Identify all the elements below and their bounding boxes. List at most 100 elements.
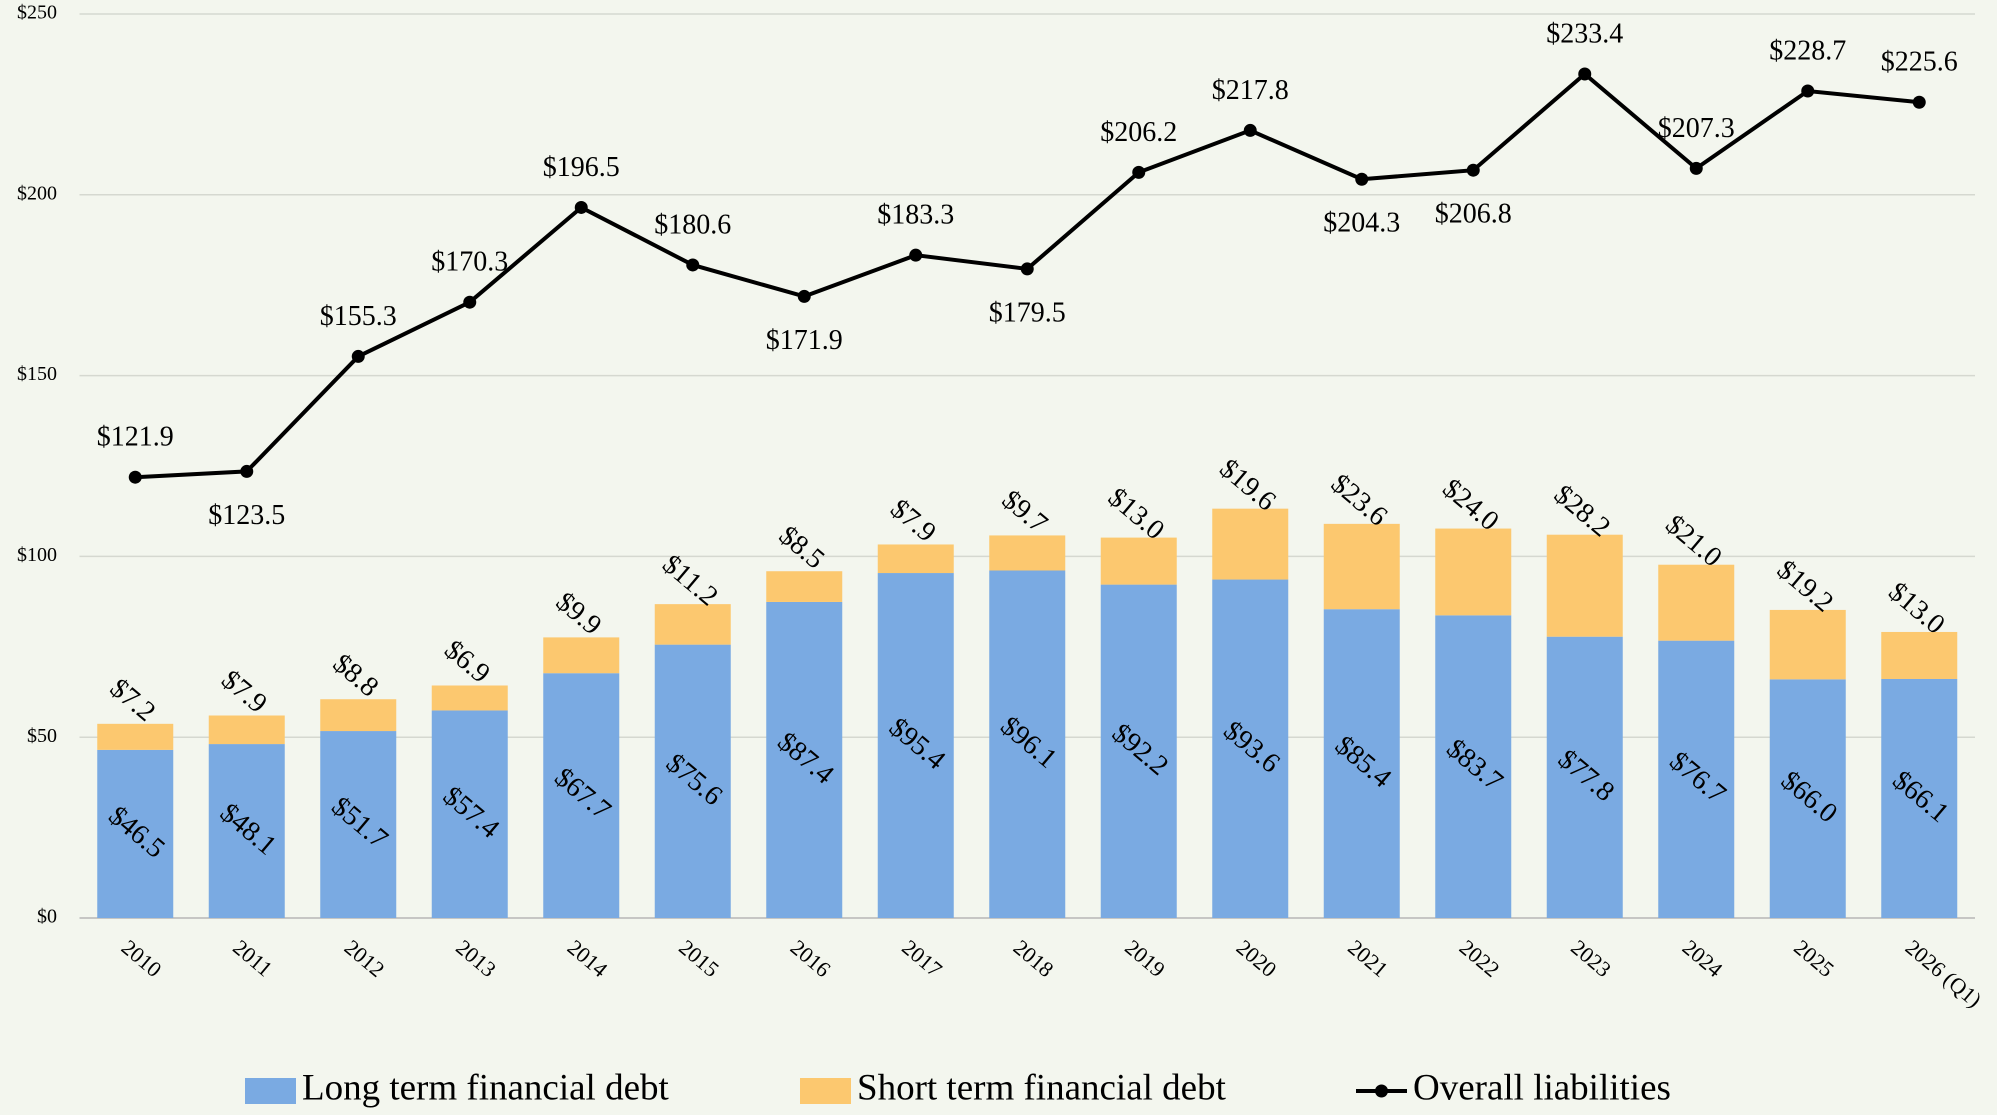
x-tick-label: 2019: [1120, 935, 1170, 982]
legend-marker: [1375, 1084, 1388, 1098]
y-tick-label: $100: [17, 544, 57, 566]
bar: [543, 673, 620, 918]
line-marker: [1578, 67, 1592, 81]
data-label: $196.5: [543, 152, 620, 183]
data-label: $6.9: [438, 634, 495, 689]
x-tick-label: 2014: [563, 935, 613, 982]
line-marker: [1689, 161, 1703, 175]
bar: [1769, 609, 1846, 680]
data-label: $8.8: [327, 648, 384, 703]
bar: [1881, 678, 1958, 918]
data-label: $7.2: [104, 673, 161, 728]
bar: [877, 544, 954, 574]
bar: [97, 749, 174, 918]
data-label: $206.2: [1100, 117, 1177, 148]
data-label: $8.5: [773, 520, 830, 575]
bar: [989, 570, 1066, 918]
bar: [431, 710, 508, 918]
line: [135, 71, 1920, 480]
line-marker: [574, 200, 588, 214]
data-label: $121.9: [97, 422, 174, 453]
line-marker: [463, 295, 477, 309]
y-tick-label: $0: [37, 906, 57, 928]
data-label: $13.0: [1882, 576, 1950, 640]
data-label: $225.6: [1881, 47, 1958, 78]
data-label: $13.0: [1102, 482, 1170, 546]
bar: [1435, 615, 1512, 918]
x-tick-label: 2012: [340, 935, 390, 982]
bar: [1546, 534, 1623, 637]
x-tick-label: 2017: [897, 935, 947, 982]
line-marker: [1243, 123, 1257, 137]
line-marker: [1466, 163, 1480, 177]
bar: [208, 744, 285, 918]
bar: [543, 637, 620, 674]
x-tick-label: 2013: [451, 935, 501, 982]
y-tick-label: $200: [17, 182, 57, 204]
data-label: $228.7: [1769, 35, 1846, 66]
data-label: $11.2: [656, 549, 723, 613]
bar: [1100, 584, 1177, 918]
data-label: $28.2: [1548, 479, 1616, 543]
data-label: $19.6: [1213, 453, 1281, 517]
x-tick-label: 2022: [1455, 935, 1505, 982]
line-marker: [128, 470, 142, 484]
bar: [877, 573, 954, 918]
line-marker: [1020, 262, 1034, 276]
data-label: $179.5: [989, 297, 1066, 328]
bar: [989, 535, 1066, 571]
line-marker: [1801, 84, 1815, 98]
bar: [1658, 564, 1735, 641]
bar: [431, 685, 508, 711]
bar: [766, 601, 843, 918]
line-marker: [1912, 95, 1926, 109]
data-label: $24.0: [1436, 473, 1504, 537]
data-label: $7.9: [215, 664, 272, 719]
bar: [320, 731, 397, 918]
data-label: $180.6: [654, 209, 731, 240]
line-marker: [351, 349, 365, 363]
bar: [654, 644, 731, 918]
legend-label: Short term financial debt: [857, 1067, 1227, 1108]
data-label: $204.3: [1323, 208, 1400, 239]
line-marker: [1355, 172, 1369, 186]
bar: [1100, 537, 1177, 585]
data-label: $21.0: [1659, 509, 1727, 573]
data-label: $9.9: [550, 586, 607, 641]
x-tick-label: 2020: [1232, 935, 1282, 982]
bar: [1546, 636, 1623, 918]
x-tick-label: 2023: [1566, 935, 1616, 982]
x-tick-label: 2010: [117, 935, 167, 982]
x-tick-label: 2026 (Q1): [1901, 935, 1987, 1013]
data-label: $233.4: [1546, 18, 1623, 49]
bar: [97, 723, 174, 750]
y-tick-label: $50: [27, 725, 57, 747]
line-marker: [686, 258, 700, 272]
x-tick-label: 2016: [786, 935, 836, 982]
data-label: $171.9: [766, 325, 843, 356]
legend-swatch: [800, 1078, 851, 1104]
bar: [208, 715, 285, 745]
x-tick-label: 2024: [1678, 935, 1728, 982]
data-label: $207.3: [1658, 113, 1735, 144]
data-label: $9.7: [996, 484, 1053, 539]
y-tick-label: $150: [17, 363, 57, 385]
x-tick-label: 2025: [1789, 935, 1839, 982]
line-marker: [797, 289, 811, 303]
bar: [1658, 640, 1735, 918]
line-marker: [240, 464, 254, 478]
bar: [1435, 528, 1512, 616]
line-marker: [909, 248, 923, 262]
data-label: $155.3: [320, 301, 397, 332]
bar: [1323, 523, 1400, 610]
bar: [1881, 631, 1958, 679]
legend-label: Long term financial debt: [302, 1067, 670, 1108]
x-tick-label: 2011: [228, 935, 277, 982]
data-label: $217.8: [1212, 75, 1289, 106]
data-label: $183.3: [877, 200, 954, 231]
data-label: $23.6: [1325, 468, 1393, 532]
data-label: $19.2: [1771, 554, 1839, 618]
data-label: $7.9: [884, 493, 941, 548]
y-tick-label: $250: [17, 2, 57, 24]
